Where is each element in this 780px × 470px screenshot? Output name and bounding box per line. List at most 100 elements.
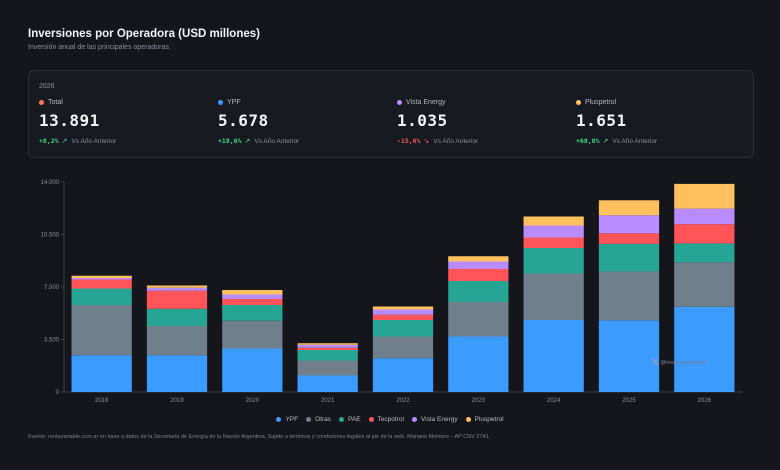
kpi-value-ypf: 5.678 <box>218 111 269 130</box>
bar-segment-otras <box>297 360 358 376</box>
kpi-change-note: Vs Año Anterior <box>254 137 300 145</box>
bar-segment-ypf <box>146 355 208 392</box>
kpi-change-note: Vs Año Anterior <box>433 137 479 145</box>
kpi-change-note: Vs Año Anterior <box>71 137 117 145</box>
x-tick-label: 2023 <box>472 398 486 404</box>
kpi-label-pluspetrol: Pluspetrol <box>576 99 746 106</box>
kpi-label-text: Total <box>48 99 63 106</box>
legend-item: Tecpotrol <box>368 416 404 423</box>
kpi-change-value: +18,6% <box>218 137 242 145</box>
bar-segment-otras <box>71 305 132 356</box>
bar-segment-tecpotrol <box>448 269 509 281</box>
x-logo-icon: 𝕏 <box>652 358 659 367</box>
legend-dot-icon <box>411 417 417 422</box>
bar-segment-pae <box>372 320 434 337</box>
kpi-label-text: Pluspetrol <box>585 99 617 106</box>
y-tick-label: 3.500 <box>44 338 60 344</box>
bar-segment-tecpotrol <box>598 233 660 244</box>
y-tick-label: 10.500 <box>41 233 60 239</box>
bar-segment-pae <box>674 243 735 263</box>
kpi-card: 2026 Total 13.891 +8,2% ↗ Vs Año Anterio… <box>28 70 754 158</box>
kpi-label-total: Total <box>39 99 209 106</box>
legend-dot-icon <box>276 417 282 422</box>
kpi-label-text: YPF <box>227 99 241 106</box>
chart-legend: YPF Otras PAE Tecpotrol Vista Energy Pluspetr… <box>0 416 780 423</box>
bar-segment-otras <box>598 271 660 321</box>
bar-segment-pae <box>448 281 509 302</box>
y-tick-label: 0 <box>56 390 60 396</box>
legend-label: Pluspetrol <box>474 416 504 423</box>
bar-segment-otras <box>523 273 584 320</box>
kpi-change-pluspetrol: +68,8% ↗ Vs Año Anterior <box>576 137 746 145</box>
trend-up-icon: ↗ <box>61 138 68 145</box>
x-tick-label: 2026 <box>698 398 712 404</box>
bar-segment-ypf <box>372 358 434 392</box>
bar-segment-ypf <box>674 306 735 392</box>
bar-segment-otras <box>448 302 509 337</box>
bar-segment-pae <box>598 243 660 272</box>
kpi-label-vista: Vista Energy <box>397 99 567 106</box>
bar-segment-vista-energy <box>146 287 208 291</box>
bar-segment-pluspetrol <box>523 216 584 226</box>
legend-dot-icon <box>397 100 402 105</box>
legend-item: Vista Energy <box>411 416 458 423</box>
bar-segment-vista-energy <box>448 261 509 269</box>
y-tick-label: 14.000 <box>41 180 60 186</box>
x-tick-label: 2018 <box>95 398 109 404</box>
kpi-label-ypf: YPF <box>218 99 388 106</box>
bar-segment-tecpotrol <box>222 299 283 305</box>
legend-dot-icon <box>576 100 581 105</box>
kpi-vista: Vista Energy 1.035 -15,6% ↘ Vs Año Anter… <box>397 99 567 145</box>
bar-segment-tecpotrol <box>372 314 434 320</box>
bar-segment-ypf <box>523 320 584 392</box>
legend-label: Vista Energy <box>420 416 458 423</box>
x-tick-label: 2020 <box>246 398 260 404</box>
legend-item: Otras <box>306 416 331 423</box>
watermark: 𝕏 @marianomontero <box>652 358 706 367</box>
bar-segment-ypf <box>222 348 283 392</box>
legend-item: PAE <box>339 416 361 423</box>
kpi-value-pluspetrol: 1.651 <box>576 111 627 130</box>
bar-segment-tecpotrol <box>71 279 132 289</box>
bar-segment-vista-energy <box>674 208 735 225</box>
bar-segment-ypf <box>71 355 132 392</box>
legend-dot-icon <box>218 100 223 105</box>
legend-label: Tecpotrol <box>377 416 404 423</box>
bar-segment-otras <box>146 326 208 356</box>
bar-segment-pae <box>523 248 584 274</box>
kpi-change-note: Vs Año Anterior <box>612 137 658 145</box>
kpi-value-vista: 1.035 <box>397 111 448 130</box>
bar-segment-pae <box>71 288 132 305</box>
kpi-value-total: 13.891 <box>39 111 100 130</box>
kpi-change-ypf: +18,6% ↗ Vs Año Anterior <box>218 137 388 145</box>
bar-segment-otras <box>372 336 434 359</box>
bar-segment-vista-energy <box>598 215 660 234</box>
bar-segment-vista-energy <box>297 344 358 348</box>
bar-segment-pluspetrol <box>297 343 358 345</box>
legend-label: Otras <box>315 416 331 423</box>
trend-down-icon: ↘ <box>423 138 430 145</box>
kpi-change-value: +68,8% <box>576 137 600 145</box>
legend-item: Pluspetrol <box>465 416 504 423</box>
bar-segment-tecpotrol <box>146 290 208 309</box>
legend-dot-icon <box>339 417 344 422</box>
x-tick-label: 2025 <box>622 398 636 404</box>
bar-segment-pluspetrol <box>146 285 208 288</box>
bar-segment-pae <box>146 308 208 326</box>
legend-item: YPF <box>276 416 298 423</box>
footer-source: Fuente: rentavariable.com.ar en base a d… <box>28 434 491 440</box>
kpi-change-vista: -15,6% ↘ Vs Año Anterior <box>397 137 567 145</box>
kpi-label-text: Vista Energy <box>406 99 446 106</box>
bar-segment-ypf <box>448 336 509 392</box>
x-tick-label: 2024 <box>547 398 561 404</box>
bar-segment-tecpotrol <box>674 224 735 244</box>
bar-segment-ypf <box>598 320 660 392</box>
bar-segment-pae <box>222 305 283 321</box>
bar-segment-otras <box>674 262 735 307</box>
bar-segment-vista-energy <box>372 309 434 315</box>
y-tick-label: 7.000 <box>44 285 60 291</box>
bar-segment-pluspetrol <box>598 200 660 216</box>
legend-dot-icon <box>306 417 312 422</box>
legend-dot-icon <box>39 100 44 105</box>
bar-segment-pluspetrol <box>222 290 283 295</box>
